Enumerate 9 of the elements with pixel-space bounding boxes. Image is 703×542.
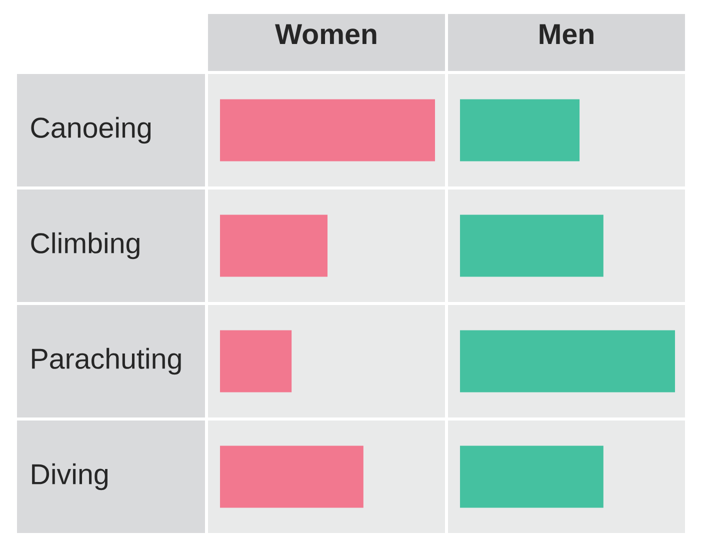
y-tick-label: Canoeing (31, 116, 151, 144)
bar (220, 446, 364, 508)
chart-title: Women (275, 24, 376, 44)
y-tick-label: Parachuting (32, 348, 181, 375)
y-tick-label: Diving (32, 463, 108, 490)
chart-title: Men (540, 24, 594, 44)
y-tick-label: Climbing (31, 232, 140, 260)
bar (220, 214, 328, 277)
bar (220, 330, 292, 392)
